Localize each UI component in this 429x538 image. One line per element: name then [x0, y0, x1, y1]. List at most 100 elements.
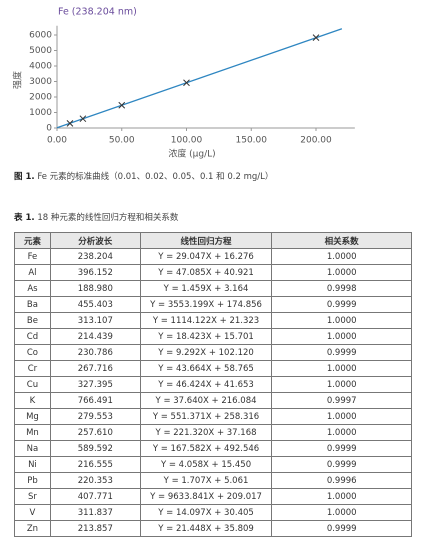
table-cell: 1.0000	[271, 488, 412, 505]
table-row: Cr 267.716 Y = 43.664X + 58.765 1.0000	[14, 360, 412, 377]
table-row: Cu 327.395 Y = 46.424X + 41.653 1.0000	[14, 376, 412, 393]
table-cell: 1.0000	[271, 504, 412, 521]
table-cell: V	[14, 504, 51, 521]
caption-label: 图 1.	[14, 172, 35, 182]
table-cell: 0.9999	[271, 440, 412, 457]
chart: Fe (238.204 nm) 浓度 (μg/L) 强度 0 1000 2000 30…	[12, 7, 355, 160]
x-tick-label: 200.00	[300, 136, 332, 146]
y-tick-label: 3000	[29, 77, 52, 87]
table-cell: 1.0000	[271, 264, 412, 281]
data-point	[66, 119, 74, 127]
table-cell: 0.9999	[271, 296, 412, 313]
table-cell: 407.771	[49, 488, 141, 505]
table-cell: Al	[14, 264, 51, 281]
table-row: Be 313.107 Y = 1114.122X + 21.323 1.0000	[14, 312, 412, 329]
table-cell: Y = 9.292X + 102.120	[139, 344, 273, 361]
y-tick-label: 4000	[29, 62, 52, 72]
header-row: 元素 分析波长 线性回归方程 相关系数	[14, 232, 412, 249]
table-row: V 311.837 Y = 14.097X + 30.405 1.0000	[14, 504, 412, 521]
table-cell: Zn	[14, 520, 51, 537]
table-cell: Y = 43.664X + 58.765	[139, 360, 273, 377]
table-cell: Pb	[14, 472, 51, 489]
table-row: Mn 257.610 Y = 221.320X + 37.168 1.0000	[14, 424, 412, 441]
table-row: Sr 407.771 Y = 9633.841X + 209.017 1.0000	[14, 488, 412, 505]
table-cell: 1.0000	[271, 360, 412, 377]
table-row: Cd 214.439 Y = 18.423X + 15.701 1.0000	[14, 328, 412, 345]
table-cell: 766.491	[49, 392, 141, 409]
table-cell: 0.9999	[271, 344, 412, 361]
table-row: Fe 238.204 Y = 29.047X + 16.276 1.0000	[14, 248, 412, 265]
figure-caption: 图 1. Fe 元素的标准曲线（0.01、0.02、0.05、0.1 和 0.2…	[14, 170, 273, 182]
x-tick-label: 100.00	[171, 136, 203, 146]
table-cell: 238.204	[49, 248, 141, 265]
table-cell: Y = 3553.199X + 174.856	[139, 296, 273, 313]
table-cell: 396.152	[49, 264, 141, 281]
table-cell: K	[14, 392, 51, 409]
header-cell: 元素	[14, 232, 51, 249]
table-cell: Mg	[14, 408, 51, 425]
table-cell: 1.0000	[271, 424, 412, 441]
table-caption: 表 1. 18 种元素的线性回归方程和相关系数	[14, 211, 178, 223]
data-point	[312, 34, 320, 41]
table-cell: 1.0000	[271, 376, 412, 393]
table-cell: Fe	[14, 248, 51, 265]
table-cell: 0.9997	[271, 392, 412, 409]
table-cell: 216.555	[49, 456, 141, 473]
table-cell: 1.0000	[271, 248, 412, 265]
table-cell: Y = 1114.122X + 21.323	[139, 312, 273, 329]
table-cell: As	[14, 280, 51, 297]
table-row: Ba 455.403 Y = 3553.199X + 174.856 0.9999	[14, 296, 412, 313]
table-cell: Cr	[14, 360, 51, 377]
table-cell: Sr	[14, 488, 51, 505]
y-tick-label: 2000	[29, 93, 52, 103]
x-tick-label: 50.00	[109, 136, 135, 146]
table-cell: Cd	[14, 328, 51, 345]
header-cell: 分析波长	[49, 232, 141, 249]
table-cell: Mn	[14, 424, 51, 441]
table-cell: 0.9998	[271, 280, 412, 297]
table-cell: Ba	[14, 296, 51, 313]
data-point	[118, 101, 126, 109]
table-cell: 1.0000	[271, 328, 412, 345]
table-cell: 0.9999	[271, 456, 412, 473]
table-cell: 230.786	[49, 344, 141, 361]
table-cell: Y = 29.047X + 16.276	[139, 248, 273, 265]
table-row: Al 396.152 Y = 47.085X + 40.921 1.0000	[14, 264, 412, 281]
table-cell: 220.353	[49, 472, 141, 489]
table-cell: 455.403	[49, 296, 141, 313]
table-cell: 589.592	[49, 440, 141, 457]
table-cell: Y = 37.640X + 216.084	[139, 392, 273, 409]
table-cell: Y = 551.371X + 258.316	[139, 408, 273, 425]
y-tick-label: 0	[46, 124, 52, 134]
table-cell: Y = 9633.841X + 209.017	[139, 488, 273, 505]
table-cell: Y = 221.320X + 37.168	[139, 424, 273, 441]
table-cell: Y = 47.085X + 40.921	[139, 264, 273, 281]
table-cell: 0.9996	[271, 472, 412, 489]
table-row: Ni 216.555 Y = 4.058X + 15.450 0.9999	[14, 456, 412, 473]
table-row: K 766.491 Y = 37.640X + 216.084 0.9997	[14, 392, 412, 409]
table-cell: Y = 167.582X + 492.546	[139, 440, 273, 457]
table-cell: Na	[14, 440, 51, 457]
header-cell: 相关系数	[271, 232, 412, 249]
table-cell: Cu	[14, 376, 51, 393]
data-point	[79, 115, 87, 123]
table-cell: Be	[14, 312, 51, 329]
table-row: Na 589.592 Y = 167.582X + 492.546 0.9999	[14, 440, 412, 457]
y-tick-label: 1000	[29, 108, 52, 118]
table-cell: Y = 18.423X + 15.701	[139, 328, 273, 345]
table-cell: Ni	[14, 456, 51, 473]
table-cell: Y = 4.058X + 15.450	[139, 456, 273, 473]
table-cell: Y = 1.707X + 5.061	[139, 472, 273, 489]
table-cell: Y = 21.448X + 35.809	[139, 520, 273, 537]
table-row: Zn 213.857 Y = 21.448X + 35.809 0.9999	[14, 520, 412, 537]
data-point	[183, 79, 190, 87]
table-cell: 0.9999	[271, 520, 412, 537]
table-cell: Co	[14, 344, 51, 361]
caption-label: 表 1.	[14, 213, 35, 223]
table-row: Co 230.786 Y = 9.292X + 102.120 0.9999	[14, 344, 412, 361]
table-row: As 188.980 Y = 1.459X + 3.164 0.9998	[14, 280, 412, 297]
y-axis-label: 强度	[12, 71, 24, 89]
table-cell: 267.716	[49, 360, 141, 377]
table-cell: 214.439	[49, 328, 141, 345]
table-cell: 311.837	[49, 504, 141, 521]
